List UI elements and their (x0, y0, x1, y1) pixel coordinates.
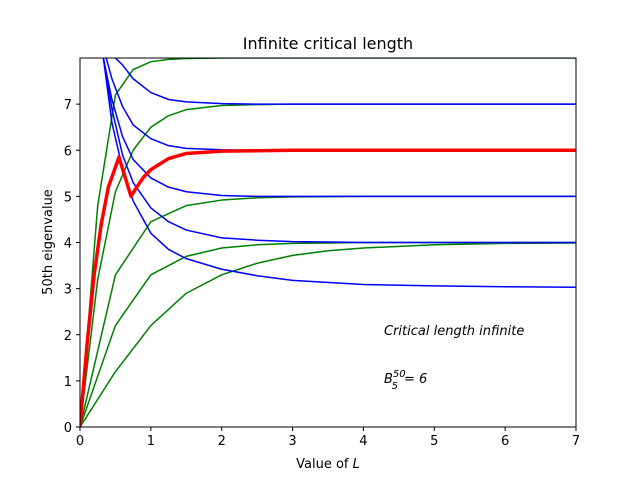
series-layer (80, 58, 576, 427)
annotation-eigenvalue: B50 5 = 6 (384, 369, 427, 392)
y-tick-label: 0 (64, 421, 72, 436)
chart-title: Infinite critical length (243, 34, 413, 53)
y-tick-label: 1 (64, 375, 72, 390)
y-tick-label: 2 (64, 329, 72, 344)
x-axis-ticks: 0 1 2 3 4 5 6 7 (76, 427, 580, 449)
y-tick-label: 6 (64, 144, 72, 159)
x-tick-label: 7 (572, 434, 580, 449)
x-tick-label: 5 (430, 434, 438, 449)
y-axis-label: 50th eigenvalue (41, 189, 56, 295)
x-axis-label: Value of L (296, 457, 360, 472)
y-axis-ticks: 0 1 2 3 4 5 6 7 (64, 98, 80, 436)
y-tick-label: 5 (64, 190, 72, 205)
x-axis-label-variable: L (353, 457, 360, 472)
series-line-green-5 (80, 242, 576, 427)
y-tick-label: 4 (64, 237, 72, 252)
y-tick-label: 3 (64, 283, 72, 298)
series-line-blue-6 (114, 58, 576, 105)
annotation-eigenvalue-rest: = 6 (404, 372, 427, 387)
x-tick-label: 0 (76, 434, 84, 449)
series-line-blue-9 (102, 58, 576, 244)
y-tick-label: 7 (64, 98, 72, 113)
annotation-eigenvalue-sup: 50 (393, 369, 406, 380)
x-tick-label: 1 (147, 434, 155, 449)
series-line-blue-8 (102, 58, 576, 198)
annotation-critical-length: Critical length infinite (384, 324, 524, 339)
x-tick-label: 3 (288, 434, 296, 449)
x-tick-label: 4 (359, 434, 367, 449)
series-line-red-11 (80, 148, 576, 427)
x-tick-label: 2 (218, 434, 226, 449)
x-tick-label: 6 (501, 434, 509, 449)
x-axis-label-prefix: Value of (296, 457, 353, 472)
annotation-eigenvalue-sub: 5 (392, 381, 398, 392)
annotation-eigenvalue-base: B (384, 372, 393, 387)
